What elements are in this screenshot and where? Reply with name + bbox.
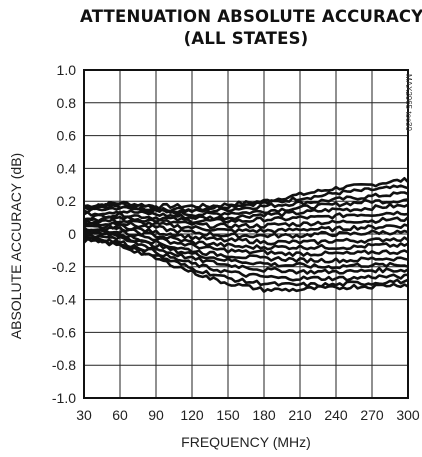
y-tick-label: 1.0 — [57, 62, 77, 78]
x-tick-label: 30 — [76, 407, 92, 423]
x-axis-label: FREQUENCY (MHz) — [181, 434, 311, 450]
y-tick-label: 0.8 — [57, 95, 77, 111]
data-series-line-7 — [83, 215, 409, 230]
y-axis-label: ABSOLUTE ACCURACY (dB) — [8, 153, 24, 339]
data-series-line-6 — [83, 210, 409, 225]
data-series-line-5 — [83, 203, 409, 221]
data-series-line-4 — [83, 198, 409, 218]
chart-title-line-1: ATTENUATION ABSOLUTE ACCURACY — [80, 7, 422, 26]
data-series-line-17 — [83, 236, 409, 288]
x-tick-label: 90 — [148, 407, 164, 423]
data-series-line-16 — [83, 236, 409, 282]
y-tick-label: -1.0 — [52, 390, 76, 406]
data-series-line-8 — [83, 217, 409, 234]
plot-frame — [83, 69, 409, 399]
data-series-line-11 — [83, 225, 409, 251]
data-series-line-12 — [83, 228, 409, 257]
x-tick-label: 270 — [360, 407, 384, 423]
data-series-line-13 — [83, 229, 409, 264]
y-tick-label: 0.6 — [57, 128, 77, 144]
chart-title: ATTENUATION ABSOLUTE ACCURACY (ALL STATE… — [80, 6, 422, 50]
x-tick-label: 150 — [216, 407, 240, 423]
data-series-line-15 — [83, 234, 409, 275]
data-series-line-14 — [83, 231, 409, 270]
chart-title-line-2: (ALL STATES) — [183, 29, 309, 48]
x-tick-label: 240 — [324, 407, 348, 423]
data-series-line-18 — [83, 237, 409, 293]
data-series-line-2 — [83, 184, 409, 213]
data-series-group — [83, 177, 409, 293]
figure-code-watermark: MAX2065 toc30 — [404, 74, 413, 131]
y-tick-label: -0.2 — [52, 259, 76, 275]
y-tick-label: -0.6 — [52, 324, 76, 340]
y-tick-label: -0.8 — [52, 357, 76, 373]
y-tick-labels: 1.0 0.8 0.6 0.4 0.2 0 -0.2 -0.4 -0.6 -0.8 -1.0 — [52, 62, 76, 406]
y-tick-label: 0.4 — [57, 160, 77, 176]
y-tick-label: -0.4 — [52, 292, 76, 308]
x-tick-label: 180 — [252, 407, 276, 423]
x-tick-labels: 30 60 90 120 150 180 210 240 270 300 — [76, 407, 420, 423]
y-tick-label: 0.2 — [57, 193, 77, 209]
data-series-line-10 — [83, 222, 409, 246]
x-tick-label: 300 — [396, 407, 420, 423]
x-tick-label: 60 — [112, 407, 128, 423]
x-tick-label: 210 — [288, 407, 312, 423]
x-tick-label: 120 — [180, 407, 204, 423]
y-tick-label: 0 — [68, 226, 76, 242]
